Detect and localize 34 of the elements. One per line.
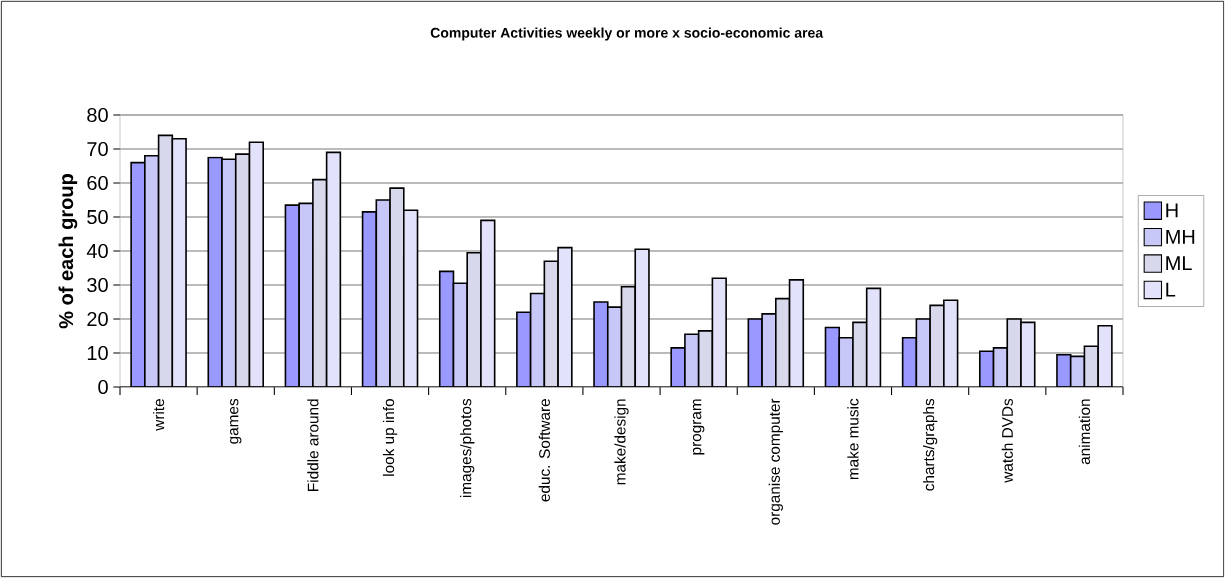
x-tick-label: animation: [1078, 399, 1091, 465]
x-tick-label: make/design: [614, 399, 629, 485]
bar: [865, 287, 882, 387]
x-tick-label: watch DVDs: [1001, 398, 1013, 483]
chart-title: Computer Activities weekly or more x socio-economic area: [430, 27, 824, 41]
y-tick-label: 70: [87, 141, 108, 157]
y-tick-label: 80: [87, 107, 108, 123]
bar: [157, 134, 174, 387]
legend-label: H: [1166, 203, 1178, 218]
x-tick-label: make music: [847, 398, 859, 480]
y-tick-label: 10: [87, 345, 108, 361]
bar: [529, 292, 546, 387]
y-tick-label: 50: [87, 209, 108, 225]
y-tick-label: 20: [87, 311, 108, 327]
bar: [697, 330, 714, 387]
bar: [325, 151, 342, 387]
x-tick-label: charts/graphs: [922, 398, 938, 491]
x-tick-label: games: [230, 398, 242, 444]
x-tick-label: write: [152, 399, 165, 431]
y-tick-label: 30: [87, 277, 108, 293]
y-axis-title: % of each group: [58, 174, 78, 329]
x-tick-label: Fiddle around: [307, 399, 319, 491]
bar: [1069, 355, 1086, 387]
x-tick-label: program: [692, 399, 705, 455]
x-tick-label: organise computer: [768, 398, 783, 525]
y-tick-label: 60: [87, 175, 108, 191]
y-tick-label: 0: [98, 379, 108, 395]
legend-label: L: [1166, 282, 1176, 297]
legend-label: ML: [1166, 256, 1192, 271]
y-tick-label: 40: [86, 243, 108, 259]
x-tick-label: educ. Software: [538, 399, 550, 502]
legend-label: MH: [1166, 229, 1195, 244]
x-tick-label: images/photos: [460, 398, 475, 498]
x-tick-label: look up info: [382, 399, 398, 476]
